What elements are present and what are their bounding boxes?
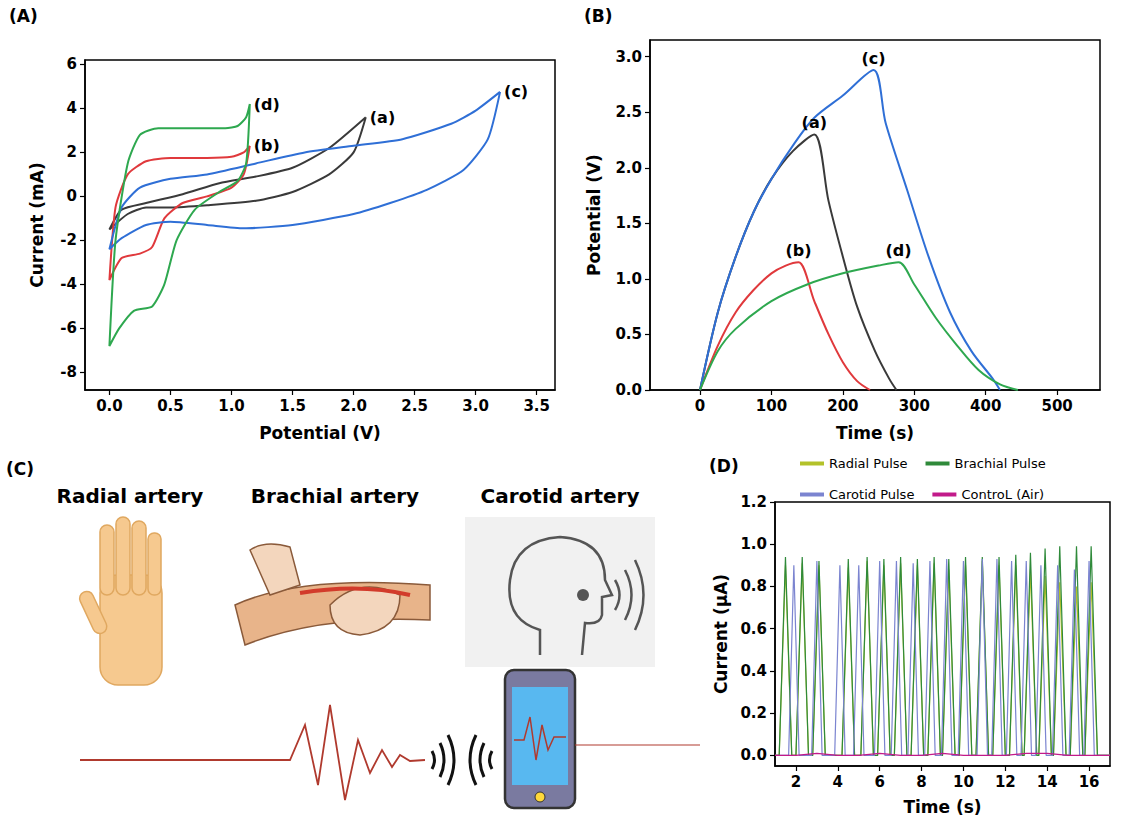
svg-text:3.5: 3.5 — [523, 397, 550, 415]
svg-text:4: 4 — [67, 99, 77, 117]
svg-text:0: 0 — [67, 187, 77, 205]
svg-text:1.2: 1.2 — [740, 493, 767, 511]
svg-text:Carotid artery: Carotid artery — [481, 484, 640, 508]
svg-text:(a): (a) — [802, 113, 827, 132]
svg-text:6: 6 — [67, 55, 77, 73]
svg-text:Current (mA): Current (mA) — [27, 162, 47, 287]
svg-text:2.0: 2.0 — [615, 159, 642, 177]
svg-text:(a): (a) — [370, 108, 395, 127]
svg-text:(b): (b) — [254, 136, 280, 155]
svg-text:Current (μA): Current (μA) — [711, 574, 731, 694]
svg-text:200: 200 — [827, 397, 858, 415]
svg-text:2.5: 2.5 — [401, 397, 428, 415]
svg-text:2: 2 — [791, 773, 801, 791]
svg-text:0.0: 0.0 — [96, 397, 123, 415]
svg-text:Carotid Pulse: Carotid Pulse — [829, 487, 914, 502]
svg-text:3.0: 3.0 — [462, 397, 489, 415]
svg-text:Potential (V): Potential (V) — [259, 423, 381, 443]
svg-text:(c): (c) — [504, 82, 528, 101]
svg-text:0: 0 — [695, 397, 705, 415]
svg-text:(A): (A) — [9, 6, 38, 26]
svg-text:1.0: 1.0 — [218, 397, 245, 415]
svg-text:0.0: 0.0 — [615, 381, 642, 399]
svg-text:Brachial Pulse: Brachial Pulse — [955, 456, 1046, 471]
svg-text:-8: -8 — [60, 363, 77, 381]
svg-text:Time (s): Time (s) — [903, 797, 981, 817]
svg-text:3.0: 3.0 — [615, 48, 642, 66]
svg-text:14: 14 — [1037, 773, 1058, 791]
svg-text:(B): (B) — [584, 6, 613, 26]
svg-text:0.0: 0.0 — [740, 746, 767, 764]
svg-text:-2: -2 — [60, 231, 77, 249]
svg-text:-6: -6 — [60, 319, 77, 337]
svg-text:0.6: 0.6 — [740, 620, 767, 638]
svg-text:1.5: 1.5 — [615, 214, 642, 232]
svg-text:(C): (C) — [6, 459, 34, 479]
svg-text:ControL (Air): ControL (Air) — [961, 487, 1044, 502]
svg-text:4: 4 — [833, 773, 843, 791]
svg-text:8: 8 — [916, 773, 926, 791]
svg-text:Brachial artery: Brachial artery — [251, 484, 419, 508]
svg-text:0.2: 0.2 — [740, 704, 767, 722]
svg-text:Potential (V): Potential (V) — [584, 154, 604, 276]
svg-text:12: 12 — [995, 773, 1016, 791]
svg-text:6: 6 — [874, 773, 884, 791]
svg-text:Time (s): Time (s) — [836, 423, 914, 443]
svg-text:16: 16 — [1079, 773, 1100, 791]
svg-text:(b): (b) — [786, 241, 812, 260]
svg-text:100: 100 — [756, 397, 787, 415]
svg-text:-4: -4 — [60, 275, 77, 293]
svg-text:1.0: 1.0 — [740, 535, 767, 553]
svg-text:0.8: 0.8 — [740, 577, 767, 595]
svg-text:300: 300 — [899, 397, 930, 415]
svg-text:500: 500 — [1041, 397, 1072, 415]
svg-text:(d): (d) — [254, 95, 280, 114]
svg-text:0.4: 0.4 — [740, 662, 767, 680]
svg-text:(D): (D) — [709, 456, 739, 476]
svg-text:1.5: 1.5 — [279, 397, 306, 415]
svg-text:2.0: 2.0 — [340, 397, 367, 415]
svg-text:(d): (d) — [886, 241, 912, 260]
svg-text:2: 2 — [67, 143, 77, 161]
svg-text:(c): (c) — [862, 49, 886, 68]
svg-text:0.5: 0.5 — [157, 397, 184, 415]
svg-text:Radial Pulse: Radial Pulse — [829, 456, 908, 471]
svg-text:400: 400 — [970, 397, 1001, 415]
svg-text:Radial artery: Radial artery — [57, 484, 204, 508]
svg-text:2.5: 2.5 — [615, 103, 642, 121]
svg-text:0.5: 0.5 — [615, 325, 642, 343]
svg-text:10: 10 — [953, 773, 974, 791]
svg-text:1.0: 1.0 — [615, 270, 642, 288]
